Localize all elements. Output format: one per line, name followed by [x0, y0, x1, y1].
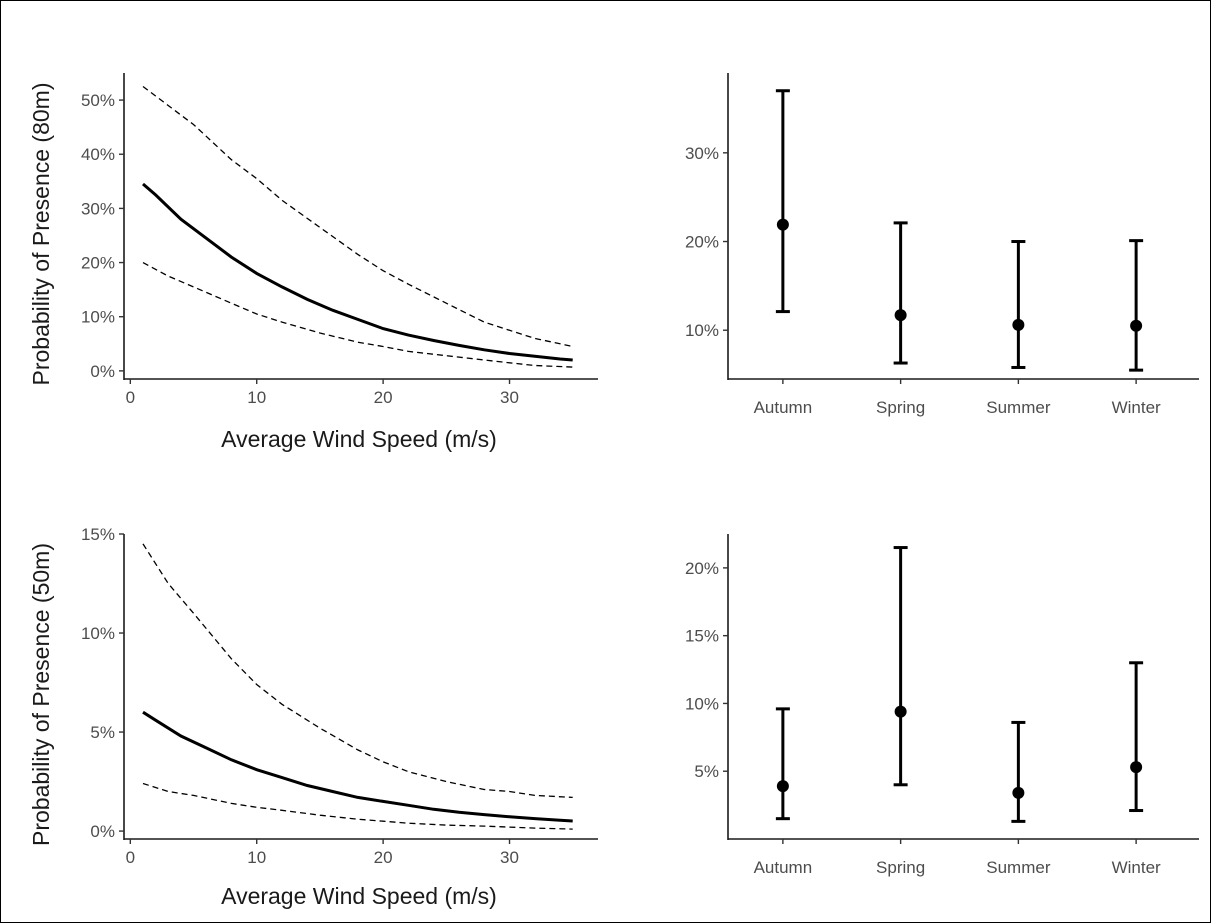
series-line-lower [142, 782, 573, 830]
x-tick-label: Summer [986, 398, 1051, 417]
point-estimate [894, 309, 907, 322]
y-tick-label: 10% [685, 694, 719, 713]
y-axis-title: Probability of Presence (80m) [28, 83, 54, 386]
x-tick-label: Summer [986, 858, 1051, 877]
x-axis-title: Average Wind Speed (m/s) [221, 426, 497, 452]
panel-season80: 10% 20% 30% Autumn Spring Summer Winter [685, 73, 1199, 417]
y-tick-label: 0% [90, 822, 115, 841]
panel-season50: 5% 10% 15% 20% Autumn Spring Summer Winter [685, 534, 1199, 877]
point-estimate [1012, 318, 1025, 331]
y-tick-label: 15% [685, 627, 719, 646]
x-tick-label: 0 [126, 848, 135, 867]
x-tick-label: Winter [1112, 858, 1161, 877]
x-tick-label: 10 [247, 848, 266, 867]
series-line-lower [142, 262, 573, 368]
y-tick-label: 15% [81, 525, 115, 544]
series-line-fit [142, 710, 573, 823]
y-tick-label: 5% [694, 762, 719, 781]
y-tick-label: 50% [81, 91, 115, 110]
x-tick-label: 20 [374, 388, 393, 407]
y-tick-label: 10% [81, 624, 115, 643]
point-estimate [894, 705, 907, 718]
point-estimate [1130, 761, 1143, 774]
y-tick-label: 30% [685, 144, 719, 163]
y-tick-label: 20% [685, 233, 719, 252]
x-tick-label: 10 [247, 388, 266, 407]
x-tick-label: 0 [126, 388, 135, 407]
x-tick-label: 20 [374, 848, 393, 867]
series-line-upper [142, 85, 573, 348]
point-estimate [1012, 786, 1025, 799]
point-estimate [776, 218, 789, 231]
y-tick-label: 40% [81, 145, 115, 164]
y-tick-label: 10% [81, 308, 115, 327]
x-tick-label: 30 [500, 848, 519, 867]
x-axis-title: Average Wind Speed (m/s) [221, 883, 497, 909]
x-tick-label: Autumn [754, 398, 813, 417]
y-tick-label: 0% [90, 362, 115, 381]
y-tick-label: 10% [685, 321, 719, 340]
x-tick-label: Spring [876, 398, 925, 417]
x-tick-label: Winter [1112, 398, 1161, 417]
y-tick-label: 20% [81, 254, 115, 273]
y-tick-label: 30% [81, 199, 115, 218]
y-tick-label: 5% [90, 723, 115, 742]
y-tick-label: 20% [685, 559, 719, 578]
series-line-upper [142, 543, 573, 799]
point-estimate [776, 780, 789, 793]
x-tick-label: Spring [876, 858, 925, 877]
point-estimate [1130, 319, 1143, 332]
x-tick-label: Autumn [754, 858, 813, 877]
x-tick-label: 30 [500, 388, 519, 407]
series-line-fit [142, 182, 573, 362]
y-axis-title: Probability of Presence (50m) [28, 543, 54, 846]
